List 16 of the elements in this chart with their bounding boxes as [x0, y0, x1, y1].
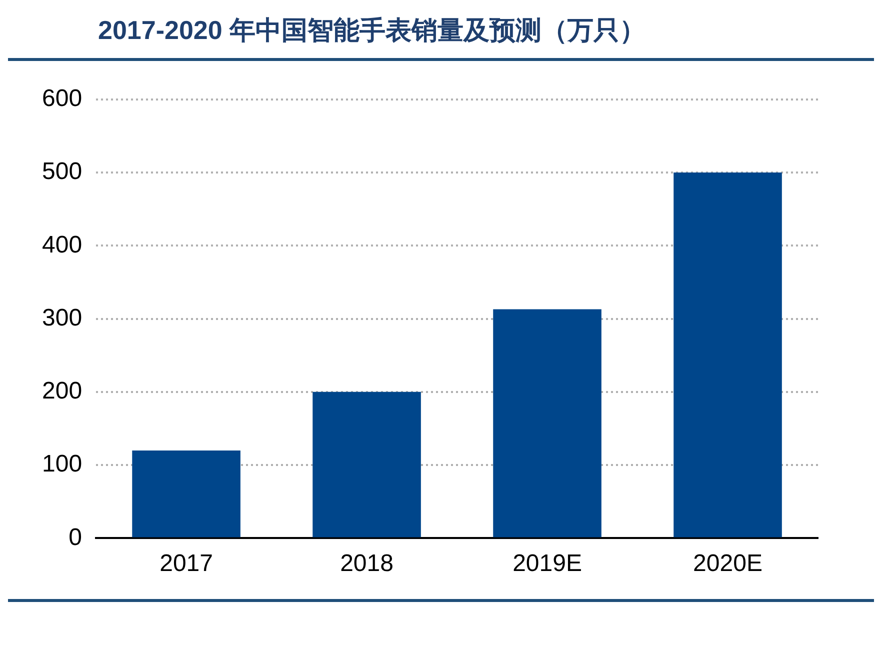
y-tick-label: 300 — [42, 304, 82, 332]
x-tick-label: 2017 — [160, 550, 213, 578]
x-tick-label: 2018 — [340, 550, 394, 578]
chart-title: 2017-2020 年中国智能手表销量及预测（万只） — [97, 14, 647, 47]
y-tick-label: 500 — [42, 158, 82, 186]
y-tick-label: 100 — [42, 450, 82, 478]
y-tick-label: 200 — [42, 378, 82, 405]
y-tick-label: 0 — [68, 524, 82, 551]
y-tick-label: 600 — [42, 85, 82, 112]
y-tick-label: 400 — [42, 231, 82, 258]
x-tick-label: 2019E — [512, 550, 582, 578]
bar — [674, 172, 782, 538]
bar — [132, 450, 240, 538]
bar — [493, 309, 602, 538]
bar — [312, 392, 421, 538]
x-tick-label: 2020E — [693, 550, 762, 578]
